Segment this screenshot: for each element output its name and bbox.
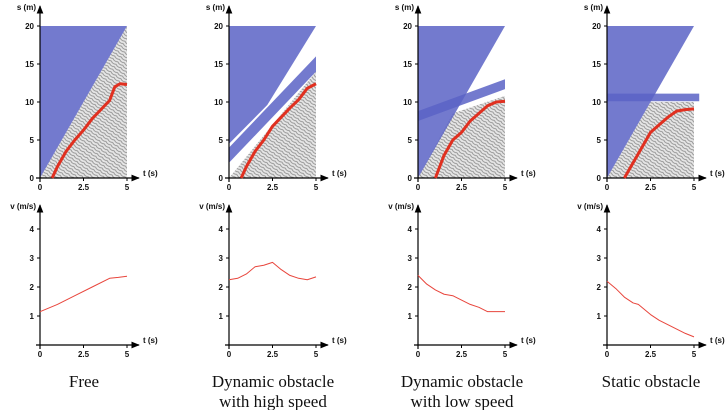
trajectory — [50, 82, 128, 179]
x-tick-label: 5 — [314, 183, 319, 192]
y-tick-label: 15 — [214, 60, 223, 69]
x-tick-label: 0 — [605, 350, 610, 359]
x-tick-label: 2.5 — [645, 350, 657, 359]
region — [229, 26, 316, 144]
x-tick-label: 5 — [503, 350, 508, 359]
y-axis-label: v (m/s) — [388, 202, 414, 211]
trajectory — [239, 82, 317, 179]
y-tick-label: 2 — [597, 283, 602, 292]
x-tick-label: 0 — [38, 350, 43, 359]
caption: Dynamic obstacle — [212, 372, 334, 391]
y-tick-label: 5 — [597, 136, 602, 145]
caption: with low speed — [411, 392, 514, 410]
y-tick-label: 0 — [219, 174, 224, 183]
y-tick-label: 10 — [403, 98, 412, 107]
trajectory — [39, 275, 128, 313]
x-tick-label: 2.5 — [456, 350, 468, 359]
y-axis-label: v (m/s) — [199, 202, 225, 211]
x-axis-label: t (s) — [143, 169, 158, 178]
y-tick-label: 5 — [30, 136, 35, 145]
y-tick-label: 4 — [597, 225, 602, 234]
region — [418, 79, 505, 121]
caption: Static obstacle — [602, 372, 701, 391]
x-axis-label: t (s) — [143, 336, 158, 345]
y-axis-label: v (m/s) — [10, 202, 36, 211]
caption: Dynamic obstacle — [401, 372, 523, 391]
y-tick-label: 4 — [408, 225, 413, 234]
x-tick-label: 5 — [314, 350, 319, 359]
trajectory — [228, 261, 317, 281]
y-tick-label: 20 — [592, 22, 601, 31]
x-tick-label: 2.5 — [645, 183, 657, 192]
y-axis-label: s (m) — [17, 3, 36, 12]
region — [229, 56, 316, 163]
region — [40, 26, 127, 178]
y-tick-label: 10 — [592, 98, 601, 107]
y-tick-label: 3 — [597, 254, 602, 263]
x-axis-label: t (s) — [521, 169, 536, 178]
region — [607, 93, 700, 102]
region — [418, 95, 505, 178]
trajectory — [623, 107, 695, 179]
trajectory — [606, 280, 695, 338]
x-tick-label: 2.5 — [267, 183, 279, 192]
x-tick-label: 5 — [692, 350, 697, 359]
y-tick-label: 20 — [25, 22, 34, 31]
region — [607, 102, 694, 178]
y-axis-label: s (m) — [395, 3, 414, 12]
y-tick-label: 10 — [214, 98, 223, 107]
x-tick-label: 2.5 — [456, 183, 468, 192]
y-tick-label: 4 — [30, 225, 35, 234]
y-tick-label: 3 — [30, 254, 35, 263]
y-tick-label: 0 — [597, 174, 602, 183]
y-tick-label: 1 — [219, 312, 224, 321]
trajectory — [417, 275, 505, 313]
y-tick-label: 1 — [408, 312, 413, 321]
y-axis-label: s (m) — [584, 3, 603, 12]
x-tick-label: 0 — [38, 183, 43, 192]
y-tick-label: 0 — [30, 174, 35, 183]
x-tick-label: 0 — [227, 350, 232, 359]
y-tick-label: 3 — [408, 254, 413, 263]
y-tick-label: 2 — [408, 283, 413, 292]
x-tick-label: 2.5 — [78, 183, 90, 192]
x-tick-label: 0 — [605, 183, 610, 192]
x-tick-label: 0 — [416, 183, 421, 192]
y-tick-label: 10 — [25, 98, 34, 107]
y-axis-label: s (m) — [206, 3, 225, 12]
x-axis-label: t (s) — [710, 336, 725, 345]
y-tick-label: 15 — [403, 60, 412, 69]
x-axis-label: t (s) — [332, 336, 347, 345]
y-tick-label: 1 — [597, 312, 602, 321]
x-tick-label: 5 — [503, 183, 508, 192]
y-tick-label: 1 — [30, 312, 35, 321]
y-tick-label: 4 — [219, 225, 224, 234]
y-tick-label: 5 — [408, 136, 413, 145]
x-axis-label: t (s) — [710, 169, 725, 178]
region — [607, 26, 694, 178]
x-tick-label: 0 — [416, 350, 421, 359]
x-tick-label: 2.5 — [78, 350, 90, 359]
y-tick-label: 2 — [219, 283, 224, 292]
x-axis-label: t (s) — [521, 336, 536, 345]
y-tick-label: 20 — [214, 22, 223, 31]
y-tick-label: 2 — [30, 283, 35, 292]
y-tick-label: 5 — [219, 136, 224, 145]
y-tick-label: 15 — [25, 60, 34, 69]
x-tick-label: 5 — [125, 183, 130, 192]
x-axis-label: t (s) — [332, 169, 347, 178]
x-tick-label: 5 — [692, 183, 697, 192]
y-axis-label: v (m/s) — [577, 202, 603, 211]
caption: with high speed — [219, 392, 327, 410]
trajectory — [433, 99, 506, 179]
y-tick-label: 3 — [219, 254, 224, 263]
y-tick-label: 20 — [403, 22, 412, 31]
y-tick-label: 15 — [592, 60, 601, 69]
caption: Free — [69, 372, 99, 391]
x-tick-label: 0 — [227, 183, 232, 192]
x-tick-label: 5 — [125, 350, 130, 359]
x-tick-label: 2.5 — [267, 350, 279, 359]
y-tick-label: 0 — [408, 174, 413, 183]
